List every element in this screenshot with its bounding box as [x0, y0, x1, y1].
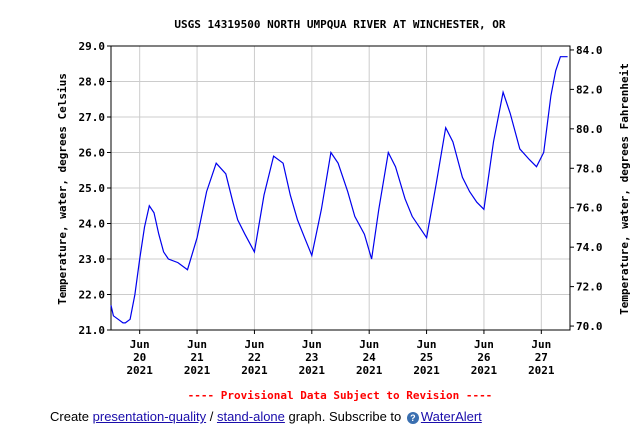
- y2-tick-label: 82.0: [576, 83, 603, 96]
- x-tick-label: Jun: [474, 338, 494, 351]
- footer-prefix: Create: [50, 409, 93, 424]
- x-tick-label: Jun: [531, 338, 551, 351]
- x-tick-label: 26: [477, 351, 491, 364]
- temperature-chart: USGS 14319500 NORTH UMPQUA RIVER AT WINC…: [56, 18, 631, 402]
- x-tick-label: 22: [248, 351, 261, 364]
- y2-tick-label: 74.0: [576, 241, 603, 254]
- x-tick-label: 2021: [471, 364, 498, 377]
- y-axis-right: 70.0 72.0 74.0 76.0 78.0 80.0 82.0 84.0: [570, 44, 603, 333]
- grid-lines: [111, 45, 570, 331]
- y-tick-label: 24.0: [79, 218, 106, 231]
- x-tick-label: Jun: [245, 338, 265, 351]
- series-line: [110, 56, 568, 324]
- x-tick-label: 20: [133, 351, 146, 364]
- y2-tick-label: 76.0: [576, 202, 603, 215]
- y2-tick-label: 84.0: [576, 44, 603, 57]
- x-axis: Jun202021Jun212021Jun222021Jun232021Jun2…: [126, 330, 555, 377]
- y2-tick-label: 80.0: [576, 123, 603, 136]
- x-tick-label: 23: [305, 351, 318, 364]
- y-tick-label: 21.0: [79, 324, 106, 337]
- x-tick-label: Jun: [417, 338, 437, 351]
- y-tick-label: 28.0: [79, 76, 106, 89]
- footer: Create presentation-quality / stand-alon…: [50, 409, 630, 425]
- x-tick-label: 25: [420, 351, 433, 364]
- x-tick-label: 21: [190, 351, 204, 364]
- x-tick-label: 2021: [241, 364, 268, 377]
- x-tick-label: Jun: [302, 338, 322, 351]
- x-tick-label: 2021: [528, 364, 555, 377]
- wateralert-link[interactable]: WaterAlert: [420, 409, 482, 424]
- footer-sep: /: [206, 409, 217, 424]
- x-tick-label: 2021: [356, 364, 383, 377]
- x-tick-label: Jun: [187, 338, 207, 351]
- x-tick-label: 2021: [413, 364, 440, 377]
- footer-mid: graph. Subscribe to: [284, 409, 405, 424]
- y-tick-label: 23.0: [79, 253, 106, 266]
- stand-alone-link[interactable]: stand-alone: [216, 409, 285, 424]
- chart-title: USGS 14319500 NORTH UMPQUA RIVER AT WINC…: [174, 18, 506, 31]
- provisional-notice: ---- Provisional Data Subject to Revisio…: [188, 389, 493, 402]
- y-axis-label-left: Temperature, water, degrees Celsius: [56, 73, 69, 305]
- y-tick-label: 27.0: [79, 111, 106, 124]
- y-axis-label-right: Temperature, water, degrees Fahrenheit: [618, 63, 631, 315]
- y-tick-label: 29.0: [79, 40, 106, 53]
- x-tick-label: 2021: [184, 364, 211, 377]
- y-tick-label: 22.0: [79, 289, 106, 302]
- y2-tick-label: 70.0: [576, 320, 603, 333]
- x-tick-label: Jun: [359, 338, 379, 351]
- y2-tick-label: 72.0: [576, 281, 603, 294]
- presentation-quality-link[interactable]: presentation-quality: [92, 409, 207, 424]
- x-tick-label: 2021: [126, 364, 153, 377]
- x-tick-label: 2021: [299, 364, 326, 377]
- x-tick-label: 24: [363, 351, 377, 364]
- x-tick-label: Jun: [130, 338, 150, 351]
- help-icon[interactable]: ?: [406, 411, 419, 424]
- y-tick-label: 25.0: [79, 182, 106, 195]
- y2-tick-label: 78.0: [576, 162, 603, 175]
- y-axis-left: 21.0 22.0 23.0 24.0 25.0 26.0 27.0 28.0 29.0: [79, 40, 111, 337]
- y-tick-label: 26.0: [79, 147, 106, 160]
- x-tick-label: 27: [535, 351, 548, 364]
